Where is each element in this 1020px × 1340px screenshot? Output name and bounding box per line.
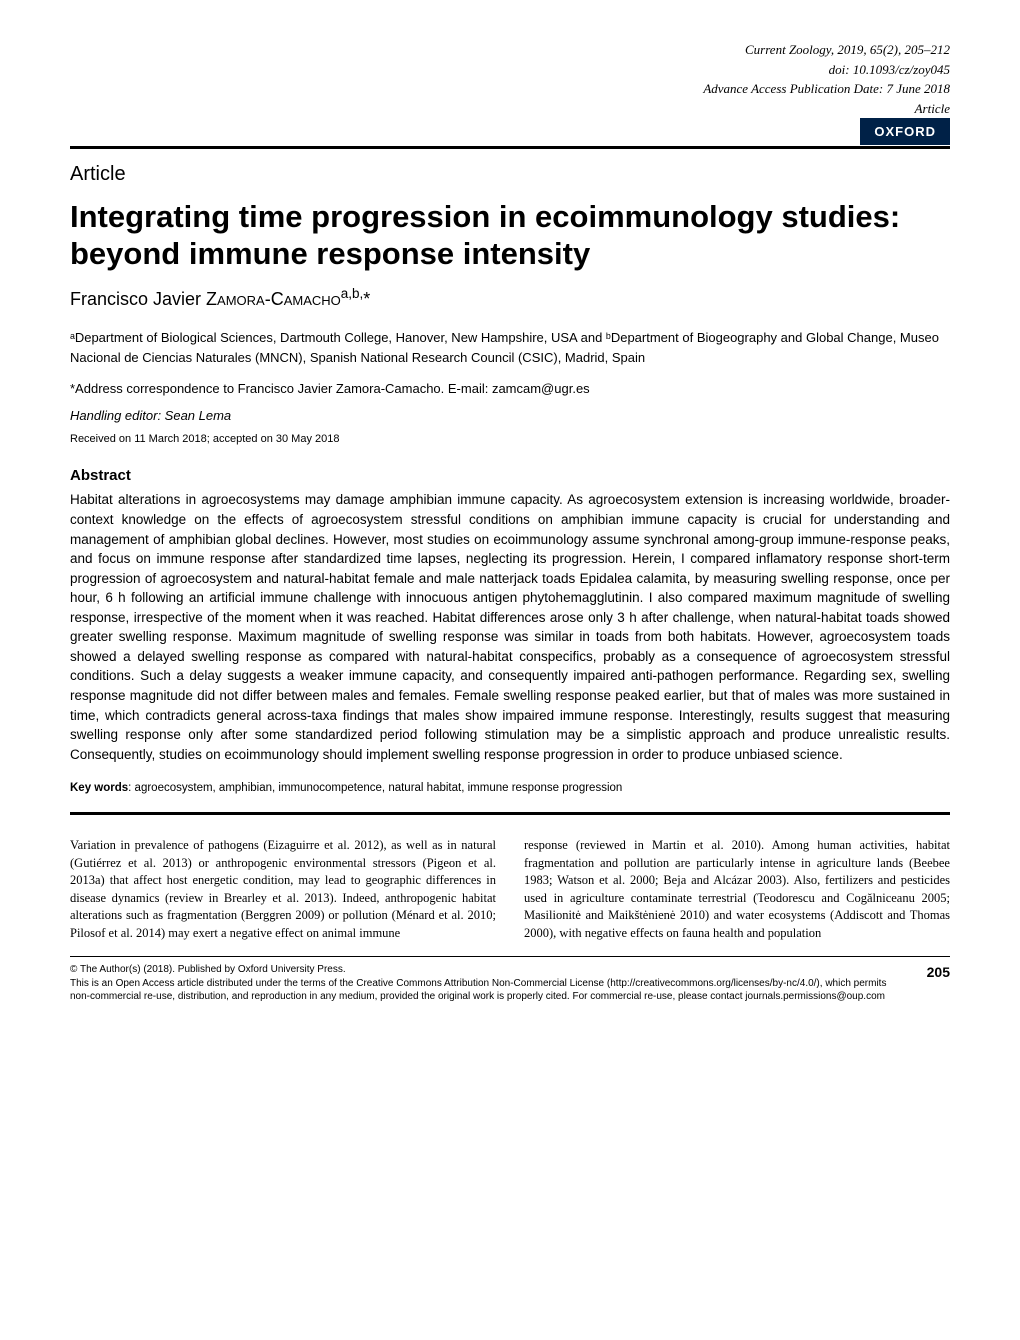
copyright-line: © The Author(s) (2018). Published by Oxf… <box>70 964 346 975</box>
body-column-left: Variation in prevalence of pathogens (Ei… <box>70 837 496 942</box>
body-text-columns: Variation in prevalence of pathogens (Ei… <box>0 815 1020 942</box>
advance-date: Advance Access Publication Date: 7 June … <box>70 79 950 99</box>
page-number: 205 <box>927 963 950 982</box>
article-title: Integrating time progression in ecoimmun… <box>0 186 1020 272</box>
keywords-list: : agroecosystem, amphibian, immunocompet… <box>128 782 622 794</box>
author-firstname: Francisco Javier <box>70 289 206 309</box>
abstract-body: Habitat alterations in agroecosystems ma… <box>0 484 1020 764</box>
journal-header: Current Zoology, 2019, 65(2), 205–212 do… <box>0 0 1020 118</box>
keywords-label: Key words <box>70 782 128 794</box>
header-type-line: Article <box>70 99 950 119</box>
author-surname: Zamora-Camacho <box>206 289 341 309</box>
article-type-label: Article <box>0 149 1020 186</box>
author-line: Francisco Javier Zamora-Camachoa,b,* <box>0 272 1020 310</box>
author-corresponding-star: * <box>363 289 370 309</box>
keywords-line: Key words: agroecosystem, amphibian, imm… <box>0 764 1020 794</box>
page-footer: © The Author(s) (2018). Published by Oxf… <box>0 957 1020 1004</box>
affiliations-block: ᵃDepartment of Biological Sciences, Dart… <box>0 310 1020 367</box>
doi-line: doi: 10.1093/cz/zoy045 <box>70 60 950 80</box>
author-affil-sup: a,b, <box>341 286 364 301</box>
footer-license-text: © The Author(s) (2018). Published by Oxf… <box>70 963 927 1004</box>
publisher-badge: OXFORD <box>860 118 950 145</box>
journal-citation: Current Zoology, 2019, 65(2), 205–212 <box>70 40 950 60</box>
license-line: This is an Open Access article distribut… <box>70 978 886 1003</box>
abstract-heading: Abstract <box>0 445 1020 484</box>
handling-editor: Handling editor: Sean Lema <box>0 396 1020 423</box>
received-accepted-dates: Received on 11 March 2018; accepted on 3… <box>0 423 1020 445</box>
body-column-right: response (reviewed in Martin et al. 2010… <box>524 837 950 942</box>
correspondence-line: *Address correspondence to Francisco Jav… <box>0 367 1020 396</box>
